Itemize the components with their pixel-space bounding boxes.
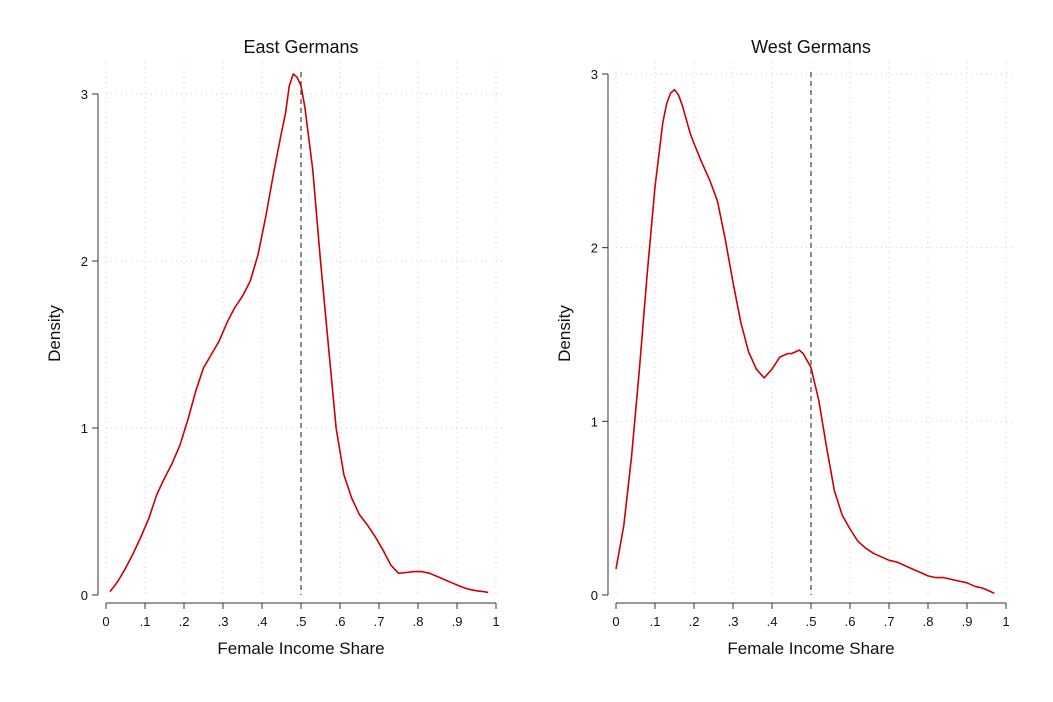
y-tick-label: 3 bbox=[591, 67, 598, 82]
x-tick-label: .6 bbox=[335, 614, 346, 629]
y-tick-label: 1 bbox=[81, 421, 88, 436]
y-axis-title: Density bbox=[555, 305, 574, 362]
x-tick-label: .6 bbox=[845, 614, 856, 629]
chart-title: East Germans bbox=[243, 37, 358, 57]
x-tick-label: .4 bbox=[767, 614, 778, 629]
x-tick-label: .5 bbox=[806, 614, 817, 629]
y-tick-label: 2 bbox=[591, 241, 598, 256]
x-tick-label: .2 bbox=[179, 614, 190, 629]
x-tick-label: .9 bbox=[452, 614, 463, 629]
density-curve bbox=[109, 73, 489, 594]
y-tick-label: 1 bbox=[591, 414, 598, 429]
x-axis-title: Female Income Share bbox=[727, 639, 894, 658]
x-tick-label: .9 bbox=[962, 614, 973, 629]
x-tick-label: 1 bbox=[492, 614, 499, 629]
x-tick-label: .7 bbox=[884, 614, 895, 629]
x-tick-label: .8 bbox=[923, 614, 934, 629]
y-tick-label: 0 bbox=[591, 588, 598, 603]
x-tick-label: .8 bbox=[413, 614, 424, 629]
x-tick-label: .4 bbox=[257, 614, 268, 629]
west-germans-panel: 0 .1 .2 .3 .4 .5 .6 .7 .8 .9 1 0 1 2 3 West Germans Fema… bbox=[555, 37, 1016, 658]
x-axis-title: Female Income Share bbox=[217, 639, 384, 658]
y-tick-label: 3 bbox=[81, 87, 88, 102]
x-tick-label: 0 bbox=[102, 614, 109, 629]
y-axis-title: Density bbox=[45, 305, 64, 362]
east-germans-panel: 0 .1 .2 .3 .4 .5 .6 .7 .8 .9 1 0 1 2 3 East Germans Fema… bbox=[45, 37, 506, 658]
x-tick-label: 0 bbox=[612, 614, 619, 629]
x-tick-label: .5 bbox=[296, 614, 307, 629]
x-tick-label: .7 bbox=[374, 614, 385, 629]
chart-title: West Germans bbox=[751, 37, 871, 57]
x-tick-label: .1 bbox=[140, 614, 151, 629]
x-tick-label: .3 bbox=[218, 614, 229, 629]
x-tick-label: .2 bbox=[689, 614, 700, 629]
x-tick-label: .1 bbox=[650, 614, 661, 629]
x-tick-label: .3 bbox=[728, 614, 739, 629]
x-tick-label: 1 bbox=[1002, 614, 1009, 629]
density-curve bbox=[615, 88, 995, 595]
y-tick-label: 2 bbox=[81, 254, 88, 269]
y-tick-label: 0 bbox=[81, 588, 88, 603]
